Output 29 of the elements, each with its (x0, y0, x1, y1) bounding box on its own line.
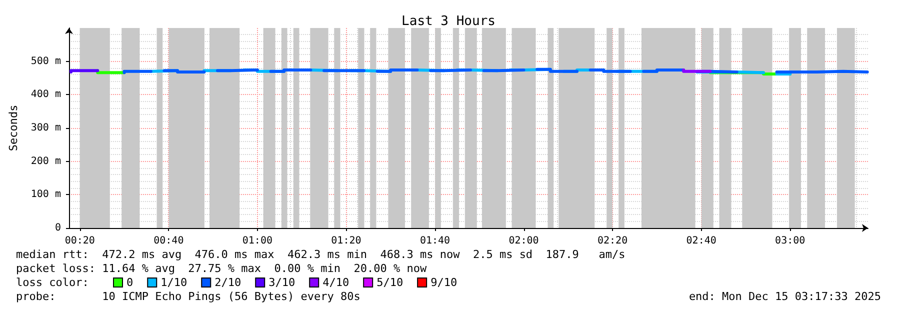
text: loss color: (16, 276, 89, 289)
x-tick-label: 02:20 (597, 236, 628, 246)
legend-label: 4/10 (322, 276, 350, 289)
y-axis-title: Seconds (7, 104, 20, 152)
text: median rtt: 472.2 ms avg 476.0 ms max 462.3 ms min 468.3 ms now 2.5 ms sd 187.9 am/s (16, 248, 626, 261)
x-tick-label: 03:00 (775, 236, 806, 246)
x-tick-label: 01:20 (331, 236, 362, 246)
y-tick-label: 0 (54, 222, 61, 234)
text: packet loss: 11.64 % avg 27.75 % max 0.00 % min 20.00 % now (16, 262, 427, 275)
y-tick-label: 400 m (30, 89, 61, 100)
x-tick-label: 01:40 (420, 236, 450, 246)
text: probe: 10 ICMP Echo Pings (56 Bytes) every 80s (16, 290, 360, 303)
chart-title: Last 3 Hours (402, 14, 496, 29)
x-tick-label: 00:40 (154, 236, 184, 246)
y-tick-label: 200 m (30, 156, 61, 167)
legend-label: 0 (126, 276, 134, 289)
text: end: Mon Dec 15 03:17:33 2025 (688, 290, 881, 303)
legend-label: 5/10 (376, 276, 404, 289)
legend-label: 2/10 (214, 276, 242, 289)
y-tick-label: 500 m (30, 56, 61, 67)
legend-label: 3/10 (268, 276, 296, 289)
x-tick-label: 02:40 (686, 236, 716, 246)
y-tick-label: 300 m (30, 122, 61, 134)
y-tick-label: 100 m (30, 189, 61, 200)
x-tick-label: 00:20 (64, 236, 95, 246)
legend-label: 1/10 (160, 276, 188, 289)
x-tick-label: 01:00 (242, 236, 272, 246)
legend-label: 9/10 (430, 276, 458, 289)
x-tick-label: 02:00 (508, 236, 539, 246)
